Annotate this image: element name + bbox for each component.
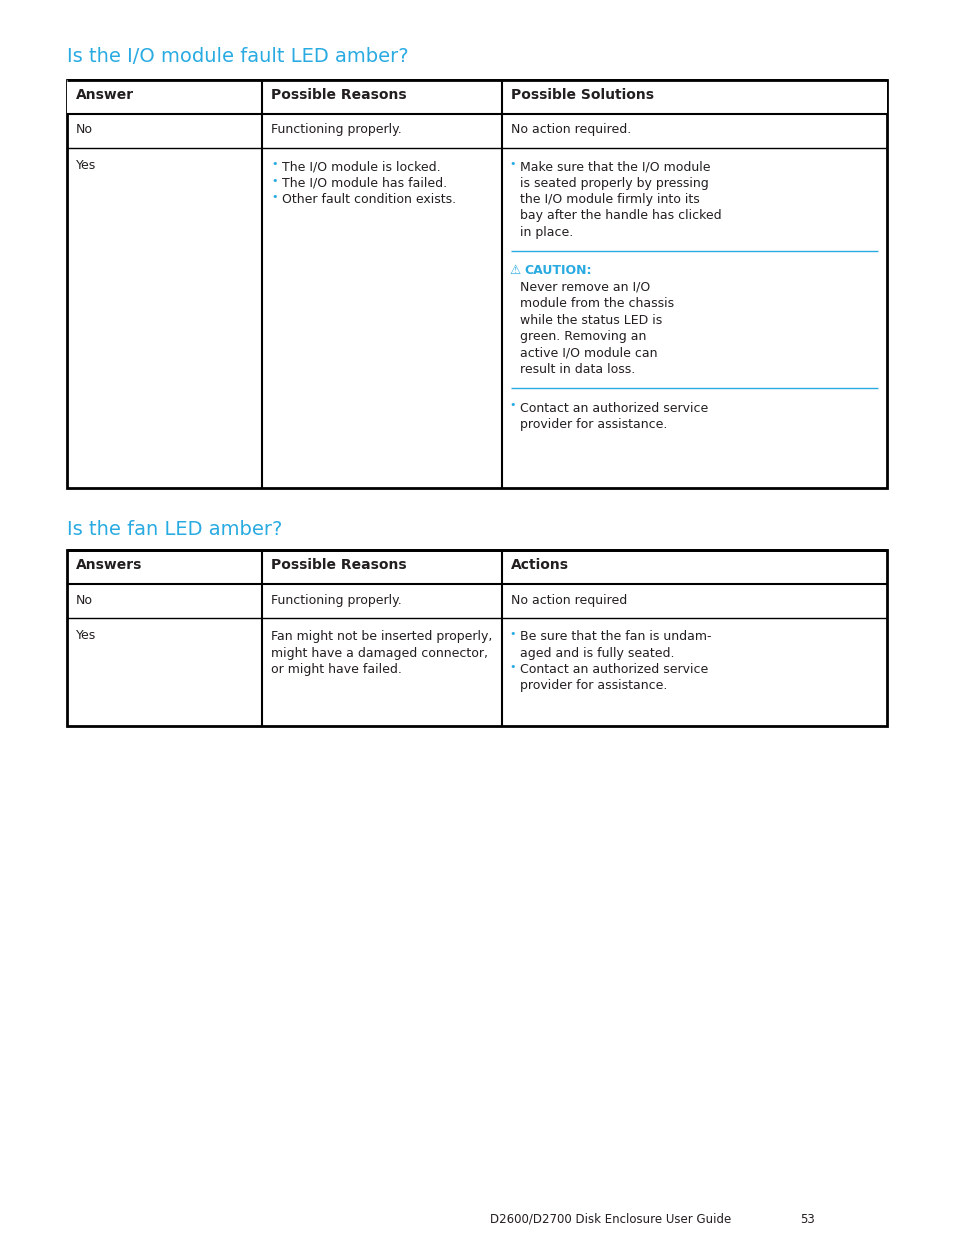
Text: Make sure that the I/O module: Make sure that the I/O module — [519, 161, 710, 173]
Text: Answer: Answer — [76, 88, 134, 103]
Text: Actions: Actions — [511, 558, 568, 572]
Text: Is the I/O module fault LED amber?: Is the I/O module fault LED amber? — [67, 47, 408, 65]
Text: Never remove an I/O: Never remove an I/O — [519, 280, 650, 294]
Bar — [67, 80, 886, 488]
Text: •: • — [509, 662, 515, 672]
Text: 53: 53 — [800, 1213, 814, 1226]
Text: Other fault condition exists.: Other fault condition exists. — [282, 193, 456, 206]
Text: •: • — [271, 175, 277, 185]
Text: in place.: in place. — [519, 226, 573, 240]
Text: Yes: Yes — [76, 159, 96, 172]
Text: Is the fan LED amber?: Is the fan LED amber? — [67, 520, 282, 538]
Text: Fan might not be inserted properly,: Fan might not be inserted properly, — [271, 630, 492, 643]
Bar — [67, 80, 886, 114]
Text: Possible Reasons: Possible Reasons — [271, 558, 406, 572]
Text: The I/O module has failed.: The I/O module has failed. — [282, 177, 447, 189]
Text: Possible Reasons: Possible Reasons — [271, 88, 406, 103]
Text: result in data loss.: result in data loss. — [519, 363, 635, 375]
Text: active I/O module can: active I/O module can — [519, 347, 657, 359]
Text: green. Removing an: green. Removing an — [519, 330, 646, 343]
Text: or might have failed.: or might have failed. — [271, 663, 401, 676]
Text: •: • — [509, 159, 515, 169]
Text: Contact an authorized service: Contact an authorized service — [519, 663, 707, 676]
Text: •: • — [271, 191, 277, 203]
Text: No: No — [76, 124, 92, 136]
Text: aged and is fully seated.: aged and is fully seated. — [519, 646, 674, 659]
Text: Answers: Answers — [76, 558, 142, 572]
Text: provider for assistance.: provider for assistance. — [519, 417, 667, 431]
Text: Functioning properly.: Functioning properly. — [271, 124, 401, 136]
Text: while the status LED is: while the status LED is — [519, 314, 661, 326]
Text: •: • — [271, 159, 277, 169]
Text: Possible Solutions: Possible Solutions — [511, 88, 654, 103]
Text: Contact an authorized service: Contact an authorized service — [519, 401, 707, 415]
Text: •: • — [509, 400, 515, 410]
Bar — [67, 550, 886, 726]
Text: Be sure that the fan is undam-: Be sure that the fan is undam- — [519, 630, 711, 643]
Text: module from the chassis: module from the chassis — [519, 296, 674, 310]
Text: CAUTION:: CAUTION: — [523, 264, 591, 278]
Text: provider for assistance.: provider for assistance. — [519, 679, 667, 693]
Text: might have a damaged connector,: might have a damaged connector, — [271, 646, 488, 659]
Text: D2600/D2700 Disk Enclosure User Guide: D2600/D2700 Disk Enclosure User Guide — [490, 1213, 731, 1226]
Text: No action required: No action required — [511, 594, 626, 606]
Text: •: • — [509, 629, 515, 638]
Text: Functioning properly.: Functioning properly. — [271, 594, 401, 606]
Text: is seated properly by pressing: is seated properly by pressing — [519, 177, 708, 189]
Text: the I/O module firmly into its: the I/O module firmly into its — [519, 193, 699, 206]
Text: Yes: Yes — [76, 629, 96, 642]
Text: bay after the handle has clicked: bay after the handle has clicked — [519, 210, 720, 222]
Text: No: No — [76, 594, 92, 606]
Text: ⚠: ⚠ — [509, 263, 519, 277]
Text: No action required.: No action required. — [511, 124, 631, 136]
Text: The I/O module is locked.: The I/O module is locked. — [282, 161, 440, 173]
